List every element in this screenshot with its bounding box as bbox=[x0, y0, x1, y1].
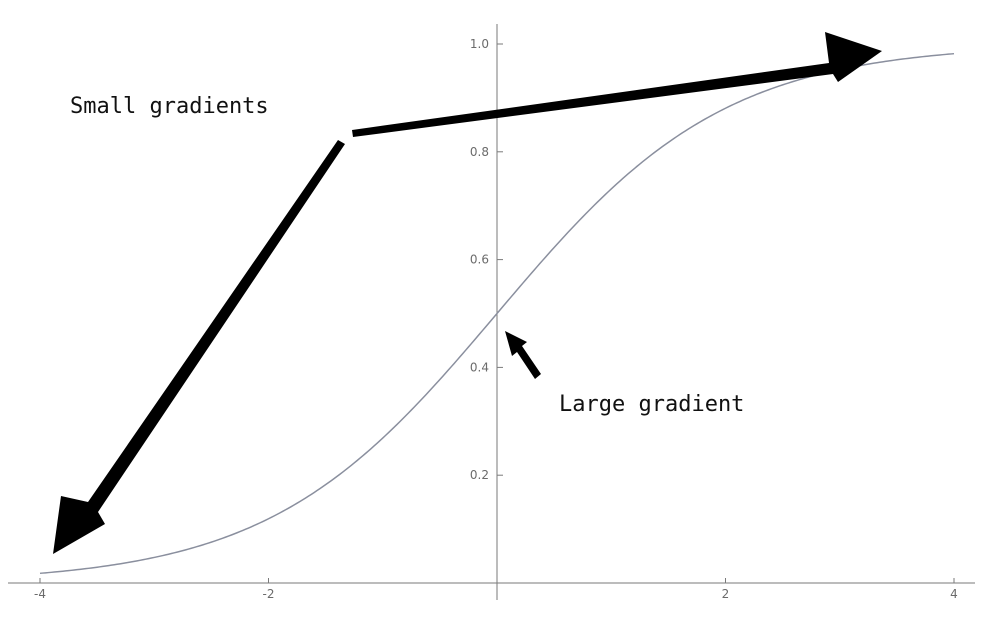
y-tick-label-0-6: 0.6 bbox=[470, 253, 489, 267]
sigmoid-curve bbox=[39, 52, 955, 575]
large-gradient-label: Large gradient bbox=[559, 392, 744, 417]
y-axis-ticks: 0.2 0.4 0.6 0.8 1.0 bbox=[470, 37, 503, 482]
small-gradient-arrow-right bbox=[352, 32, 882, 137]
x-tick-label--2: -2 bbox=[263, 587, 275, 601]
small-gradient-arrow-left bbox=[53, 140, 345, 554]
y-tick-label-0-4: 0.4 bbox=[470, 360, 489, 374]
small-gradients-label: Small gradients bbox=[70, 94, 269, 119]
x-tick-label-4: 4 bbox=[950, 587, 958, 601]
y-tick-label-0-2: 0.2 bbox=[470, 468, 489, 482]
x-axis-ticks: -4 -2 2 4 bbox=[34, 578, 958, 601]
x-tick-label-2: 2 bbox=[722, 587, 730, 601]
large-gradient-arrow bbox=[505, 331, 541, 379]
x-tick-label--4: -4 bbox=[34, 587, 46, 601]
y-tick-label-1: 1.0 bbox=[470, 37, 489, 51]
y-tick-label-0-8: 0.8 bbox=[470, 145, 489, 159]
